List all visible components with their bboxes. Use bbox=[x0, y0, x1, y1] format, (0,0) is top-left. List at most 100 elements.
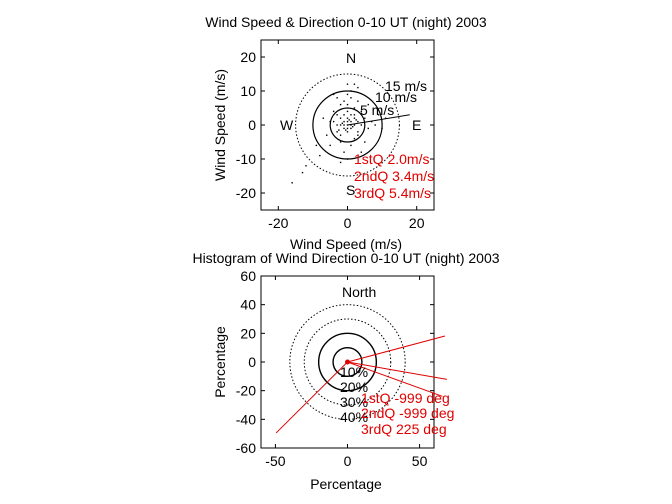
histogram-xtick-label: 0 bbox=[344, 453, 352, 469]
wind-point bbox=[367, 127, 369, 130]
wind-point bbox=[353, 124, 356, 126]
compass-north: N bbox=[346, 50, 356, 66]
histogram-spokes bbox=[275, 335, 447, 434]
wind-point bbox=[355, 119, 357, 121]
wind-point bbox=[348, 119, 350, 121]
wind-point bbox=[364, 141, 366, 143]
wind-speed-ytick-label: 10 bbox=[240, 83, 256, 99]
histogram-north-label: North bbox=[342, 284, 376, 300]
wind-point bbox=[360, 124, 363, 126]
wind-point bbox=[326, 134, 328, 136]
quartile-1: 1stQ 2.0m/s bbox=[354, 151, 429, 167]
wind-point bbox=[343, 120, 345, 123]
wind-point bbox=[319, 154, 321, 157]
wind-speed-ytick-label: -20 bbox=[236, 185, 256, 201]
wind-point bbox=[346, 158, 349, 160]
wind-speed-xlabel: Wind Speed (m/s) bbox=[290, 236, 402, 252]
wind-point bbox=[353, 107, 356, 109]
wind-point bbox=[339, 117, 342, 119]
wind-point bbox=[339, 103, 342, 106]
speed-ring bbox=[295, 73, 400, 177]
ring-label-15: 15 m/s bbox=[385, 78, 427, 94]
wind-point bbox=[343, 127, 345, 130]
wind-speed-yticks: 20 10 0 -10 -20 bbox=[236, 49, 434, 201]
direction-spoke bbox=[347, 361, 447, 380]
wind-point bbox=[357, 120, 359, 123]
wind-point bbox=[343, 151, 345, 153]
wind-point bbox=[357, 134, 359, 136]
quartile-2: 2ndQ 3.4m/s bbox=[354, 168, 434, 184]
ring-label-10: 10 m/s bbox=[375, 89, 417, 105]
histogram-ytick-label: -40 bbox=[236, 411, 256, 427]
wind-speed-ytick-label: -10 bbox=[236, 151, 256, 167]
wind-point bbox=[346, 83, 349, 85]
histogram-yticks: 60 40 20 0 -20 -40 -60 bbox=[236, 268, 434, 456]
wind-point bbox=[351, 126, 354, 128]
ring-label-5: 5 m/s bbox=[360, 102, 394, 118]
wind-speed-ytick-label: 0 bbox=[248, 117, 256, 133]
wind-point bbox=[353, 114, 356, 116]
histogram-ytick-label: 0 bbox=[248, 354, 256, 370]
wind-point bbox=[346, 131, 349, 133]
histogram-ytick-label: 20 bbox=[240, 325, 256, 341]
wind-speed-title: Wind Speed & Direction 0-10 UT (night) 2… bbox=[205, 14, 487, 30]
wind-point bbox=[374, 124, 376, 126]
wind-point bbox=[357, 100, 359, 102]
histogram-quartile-3: 3rdQ 225 deg bbox=[361, 421, 447, 437]
wind-point bbox=[332, 120, 335, 123]
wind-point bbox=[346, 103, 349, 106]
wind-point bbox=[336, 97, 338, 99]
ring-label-30pct: 30% bbox=[340, 394, 368, 410]
wind-speed-xtick-label: -20 bbox=[268, 215, 288, 231]
speed-ring bbox=[329, 107, 366, 143]
histogram-center-dot bbox=[345, 359, 350, 365]
percent-ring bbox=[289, 304, 406, 420]
percent-ring bbox=[317, 332, 378, 392]
histogram-quartile-1: 1stQ -999 deg bbox=[361, 390, 450, 406]
ring-label-10pct: 10% bbox=[340, 364, 368, 380]
histogram-ytick-label: -60 bbox=[236, 440, 256, 456]
histogram-ytick-label: 60 bbox=[240, 268, 256, 284]
wind-point bbox=[339, 141, 342, 143]
wind-point bbox=[339, 134, 342, 136]
wind-speed-ylabel: Wind Speed (m/s) bbox=[212, 69, 228, 181]
wind-speed-points bbox=[291, 83, 387, 184]
wind-point bbox=[346, 117, 349, 119]
wind-point bbox=[336, 114, 338, 116]
wind-point bbox=[343, 114, 345, 116]
direction-spoke bbox=[347, 361, 443, 397]
wind-point bbox=[353, 117, 356, 119]
wind-point bbox=[339, 161, 342, 164]
histogram-ylabel: Percentage bbox=[212, 326, 228, 398]
wind-point bbox=[301, 171, 304, 174]
wind-point bbox=[332, 93, 335, 96]
wind-point bbox=[343, 100, 345, 102]
wind-point bbox=[350, 114, 352, 116]
wind-speed-plot: Wind Speed & Direction 0-10 UT (night) 2… bbox=[205, 14, 487, 252]
wind-point bbox=[338, 129, 340, 131]
histogram-xlabel: Percentage bbox=[310, 476, 382, 492]
wind-point bbox=[329, 120, 331, 123]
histogram-rings bbox=[289, 304, 406, 420]
wind-point bbox=[360, 110, 363, 113]
wind-point bbox=[336, 124, 338, 126]
wind-speed-xticks: -20 0 20 bbox=[268, 40, 425, 231]
wind-point bbox=[350, 127, 352, 130]
direction-spoke bbox=[275, 361, 348, 434]
wind-point bbox=[353, 137, 356, 140]
histogram-ytick-label: -20 bbox=[236, 383, 256, 399]
histogram-ytick-label: 40 bbox=[240, 297, 256, 313]
percent-ring bbox=[332, 346, 363, 378]
wind-point bbox=[350, 120, 352, 123]
wind-point bbox=[346, 127, 349, 130]
wind-point bbox=[345, 129, 347, 131]
wind-point bbox=[384, 117, 387, 119]
wind-point bbox=[322, 117, 324, 119]
wind-speed-ytick-label: 20 bbox=[240, 49, 256, 65]
wind-speed-xtick-label: 20 bbox=[409, 215, 425, 231]
wind-point bbox=[350, 144, 352, 147]
wind-point bbox=[350, 124, 352, 126]
histogram-xtick-label: -50 bbox=[265, 453, 285, 469]
wind-point bbox=[336, 131, 338, 133]
